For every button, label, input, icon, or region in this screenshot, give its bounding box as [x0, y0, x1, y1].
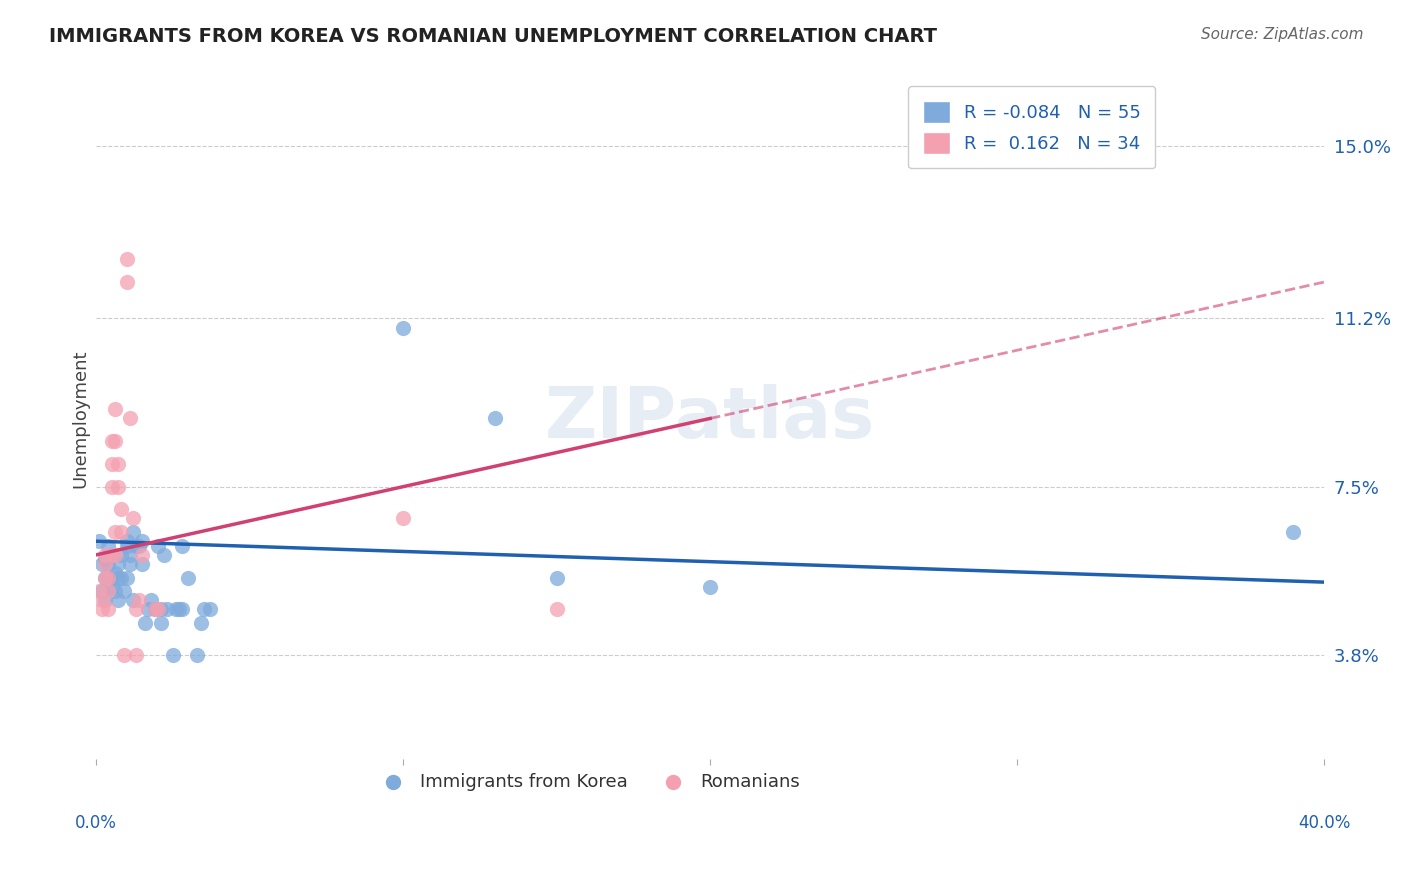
Point: [104, 566, 127, 580]
Point: [104, 548, 127, 562]
Point: [143, 602, 166, 616]
Point: [110, 525, 132, 540]
Point: [94, 548, 117, 562]
Point: [107, 593, 129, 607]
Point: [118, 557, 141, 571]
Point: [172, 602, 194, 616]
Point: [152, 548, 174, 562]
Point: [141, 593, 163, 607]
Point: [118, 548, 141, 562]
Point: [104, 434, 127, 449]
Point: [118, 411, 141, 425]
Point: [91, 557, 114, 571]
Point: [100, 548, 122, 562]
Point: [97, 539, 120, 553]
Point: [97, 602, 120, 616]
Point: [112, 648, 135, 662]
Point: [198, 602, 221, 616]
Point: [91, 593, 114, 607]
Point: [546, 602, 568, 616]
Point: [112, 584, 135, 599]
Point: [167, 602, 190, 616]
Point: [100, 571, 122, 585]
Point: [104, 584, 127, 599]
Point: [97, 571, 120, 585]
Point: [107, 480, 129, 494]
Point: [107, 571, 129, 585]
Point: [149, 602, 172, 616]
Point: [392, 320, 415, 334]
Point: [91, 602, 114, 616]
Point: [125, 602, 148, 616]
Point: [131, 557, 153, 571]
Point: [392, 511, 415, 525]
Point: [115, 539, 138, 553]
Point: [91, 584, 114, 599]
Point: [100, 548, 122, 562]
Point: [100, 457, 122, 471]
Point: [89, 534, 111, 549]
Point: [97, 557, 120, 571]
Point: [131, 534, 153, 549]
Point: [156, 602, 179, 616]
Point: [110, 502, 132, 516]
Point: [177, 571, 200, 585]
Point: [172, 539, 194, 553]
Point: [1282, 525, 1305, 540]
Point: [122, 593, 145, 607]
Point: [186, 648, 208, 662]
Point: [100, 480, 122, 494]
Point: [115, 252, 138, 267]
Point: [131, 548, 153, 562]
Point: [94, 593, 117, 607]
Point: [94, 552, 117, 566]
Point: [122, 525, 145, 540]
Text: 0.0%: 0.0%: [76, 814, 117, 832]
Point: [143, 602, 166, 616]
Point: [104, 525, 127, 540]
Point: [128, 593, 150, 607]
Point: [100, 434, 122, 449]
Point: [699, 580, 721, 594]
Point: [122, 511, 145, 525]
Point: [484, 411, 506, 425]
Text: Source: ZipAtlas.com: Source: ZipAtlas.com: [1201, 27, 1364, 42]
Legend: Immigrants from Korea, Romanians: Immigrants from Korea, Romanians: [368, 765, 807, 798]
Point: [149, 615, 172, 630]
Point: [97, 584, 120, 599]
Point: [115, 571, 138, 585]
Point: [97, 571, 120, 585]
Point: [146, 602, 169, 616]
Point: [94, 571, 117, 585]
Point: [146, 539, 169, 553]
Point: [125, 539, 148, 553]
Y-axis label: Unemployment: Unemployment: [72, 349, 89, 488]
Point: [193, 602, 215, 616]
Point: [110, 571, 132, 585]
Point: [94, 557, 117, 571]
Text: IMMIGRANTS FROM KOREA VS ROMANIAN UNEMPLOYMENT CORRELATION CHART: IMMIGRANTS FROM KOREA VS ROMANIAN UNEMPL…: [49, 27, 938, 45]
Point: [107, 557, 129, 571]
Point: [190, 615, 212, 630]
Point: [125, 648, 148, 662]
Point: [165, 602, 187, 616]
Point: [115, 275, 138, 289]
Point: [104, 402, 127, 417]
Point: [546, 571, 568, 585]
Point: [100, 580, 122, 594]
Point: [107, 457, 129, 471]
Text: 40.0%: 40.0%: [1298, 814, 1350, 832]
Point: [115, 534, 138, 549]
Point: [162, 648, 184, 662]
Point: [94, 571, 117, 585]
Point: [110, 548, 132, 562]
Point: [138, 602, 160, 616]
Point: [89, 584, 111, 599]
Point: [128, 539, 150, 553]
Point: [134, 615, 156, 630]
Text: ZIPatlas: ZIPatlas: [546, 384, 875, 453]
